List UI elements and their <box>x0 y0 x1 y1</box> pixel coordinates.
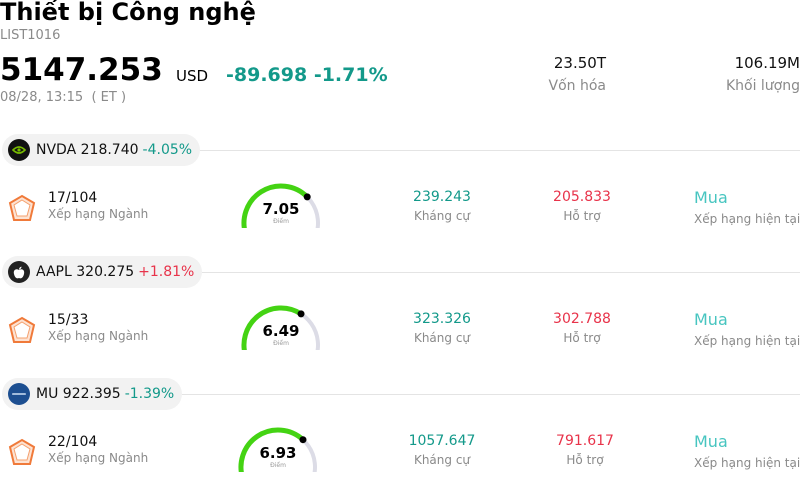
market-cap-label: Vốn hóa <box>548 78 606 94</box>
resistance-value: 239.243 <box>413 189 471 205</box>
resistance-block: 323.326 Kháng cự <box>382 311 502 345</box>
stock-pill[interactable]: NVDA 218.740 -4.05% <box>2 134 201 166</box>
score-value: 6.49 <box>262 322 300 340</box>
resistance-value: 1057.647 <box>408 433 476 449</box>
divider <box>182 394 800 395</box>
rank-value: 22/104 <box>48 434 98 450</box>
volume-label: Khối lượng <box>725 78 800 94</box>
resistance-block: 239.243 Kháng cự <box>382 189 502 223</box>
score-value: 6.93 <box>259 444 297 462</box>
stock-price: 218.740 <box>80 142 139 158</box>
currency-label: USD <box>176 67 209 85</box>
support-block: 302.788 Hỗ trợ <box>522 311 642 345</box>
stock-price: 320.275 <box>76 264 135 280</box>
timestamp: 08/28, 13:15 ( ET ) <box>0 90 127 105</box>
support-value: 791.617 <box>556 433 614 449</box>
rank-badge-icon <box>8 194 36 221</box>
score-label: Điểm <box>270 462 286 469</box>
rank-label: Xếp hạng Ngành <box>48 207 149 221</box>
stock-card[interactable]: MU 922.395 -1.39% 22/104 Xếp hạng Ngành 6… <box>0 378 800 500</box>
score-gauge <box>241 305 320 350</box>
rank-value: 15/33 <box>48 312 89 328</box>
volume-value: 106.19M <box>734 54 800 72</box>
stock-card[interactable]: NVDA 218.740 -4.05% 17/104 Xếp hạng Ngành… <box>0 134 800 256</box>
support-value: 302.788 <box>553 311 611 327</box>
resistance-label: Kháng cự <box>413 453 471 467</box>
support-value: 205.833 <box>553 189 611 205</box>
divider <box>202 272 800 273</box>
score-gauge <box>241 183 320 228</box>
score-label: Điểm <box>273 340 289 347</box>
divider <box>200 150 800 151</box>
list-code: LIST1016 <box>0 28 61 43</box>
support-block: 791.617 Hỗ trợ <box>525 433 645 467</box>
stock-ticker: AAPL <box>36 264 72 280</box>
score-value: 7.05 <box>262 200 300 218</box>
nvidia-logo-icon <box>8 139 30 161</box>
stock-pill[interactable]: AAPL 320.275 +1.81% <box>2 256 203 288</box>
support-label: Hỗ trợ <box>563 331 601 345</box>
resistance-label: Kháng cự <box>413 331 471 345</box>
micron-logo-icon <box>8 383 30 405</box>
rating-value[interactable]: Mua <box>694 188 728 207</box>
market-cap-value: 23.50T <box>553 54 606 72</box>
rank-badge-icon <box>8 438 36 465</box>
stock-ticker: NVDA <box>36 142 77 158</box>
rank-label: Xếp hạng Ngành <box>48 451 149 465</box>
stock-change: -1.39% <box>124 386 175 402</box>
rating-label: Xếp hạng hiện tại <box>694 212 800 226</box>
resistance-block: 1057.647 Kháng cự <box>382 433 502 467</box>
apple-logo-icon <box>8 261 30 283</box>
page-title: Thiết bị Công nghệ <box>0 0 256 26</box>
rank-badge-icon <box>8 316 36 343</box>
score-gauge <box>238 427 317 472</box>
index-price: 5147.253 <box>0 52 163 88</box>
rating-label: Xếp hạng hiện tại <box>694 334 800 348</box>
stock-price: 922.395 <box>62 386 121 402</box>
stock-ticker: MU <box>36 386 59 402</box>
stock-change: -4.05% <box>142 142 193 158</box>
stock-change: +1.81% <box>138 264 195 280</box>
rating-value[interactable]: Mua <box>694 310 728 329</box>
resistance-label: Kháng cự <box>413 209 471 223</box>
rank-label: Xếp hạng Ngành <box>48 329 149 343</box>
support-label: Hỗ trợ <box>566 453 604 467</box>
support-label: Hỗ trợ <box>563 209 601 223</box>
score-label: Điểm <box>273 218 289 225</box>
index-change: -89.698 -1.71% <box>226 64 388 86</box>
rating-value[interactable]: Mua <box>694 432 728 451</box>
stock-card[interactable]: AAPL 320.275 +1.81% 15/33 Xếp hạng Ngành … <box>0 256 800 378</box>
resistance-value: 323.326 <box>413 311 471 327</box>
rank-value: 17/104 <box>48 190 98 206</box>
rating-label: Xếp hạng hiện tại <box>694 456 800 470</box>
stock-pill[interactable]: MU 922.395 -1.39% <box>2 378 183 410</box>
support-block: 205.833 Hỗ trợ <box>522 189 642 223</box>
